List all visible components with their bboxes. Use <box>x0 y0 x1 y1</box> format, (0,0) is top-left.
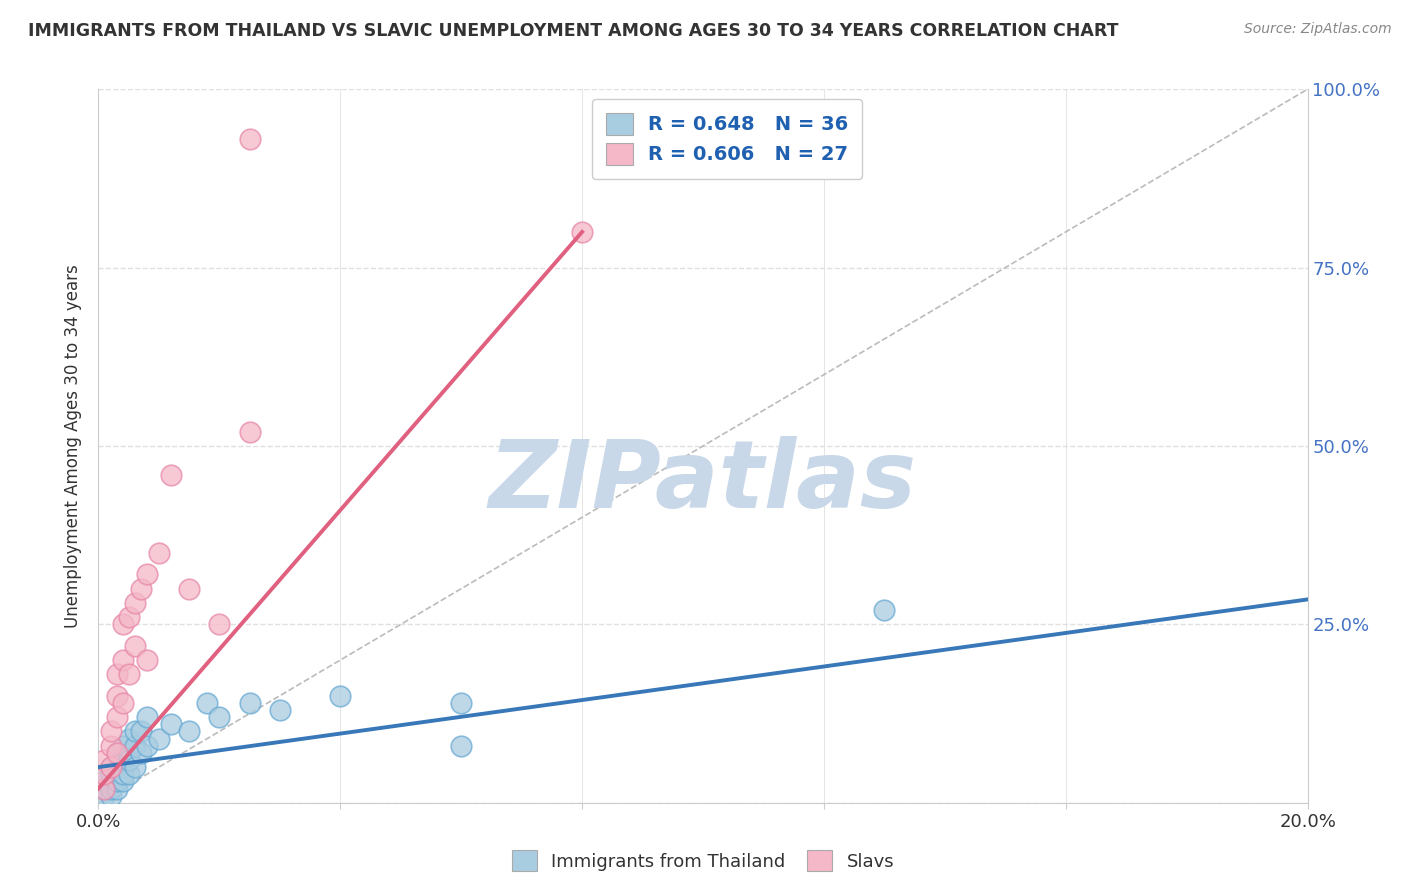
Point <box>105 689 128 703</box>
Point <box>118 667 141 681</box>
Point <box>105 746 128 760</box>
Point <box>124 760 146 774</box>
Point <box>124 739 146 753</box>
Point <box>179 582 201 596</box>
Point <box>160 717 183 731</box>
Point <box>208 617 231 632</box>
Point <box>873 603 896 617</box>
Point <box>195 696 218 710</box>
Point <box>450 739 472 753</box>
Point <box>179 724 201 739</box>
Point <box>105 781 128 796</box>
Point <box>105 746 128 760</box>
Point <box>148 731 170 746</box>
Text: Source: ZipAtlas.com: Source: ZipAtlas.com <box>1244 22 1392 37</box>
Point <box>100 724 122 739</box>
Text: ZIPatlas: ZIPatlas <box>489 435 917 528</box>
Point <box>105 667 128 681</box>
Point <box>93 753 115 767</box>
Point <box>124 724 146 739</box>
Point <box>129 724 152 739</box>
Point <box>100 760 122 774</box>
Point <box>100 781 122 796</box>
Point <box>100 739 122 753</box>
Legend: Immigrants from Thailand, Slavs: Immigrants from Thailand, Slavs <box>505 843 901 879</box>
Point <box>239 132 262 146</box>
Point <box>111 767 134 781</box>
Point <box>118 767 141 781</box>
Point <box>111 653 134 667</box>
Point <box>93 781 115 796</box>
Point <box>105 774 128 789</box>
Point <box>93 767 115 781</box>
Point <box>124 639 146 653</box>
Point <box>111 696 134 710</box>
Point <box>135 739 157 753</box>
Point <box>118 610 141 624</box>
Point <box>135 710 157 724</box>
Point <box>111 739 134 753</box>
Point <box>239 696 262 710</box>
Point <box>129 582 152 596</box>
Point <box>118 753 141 767</box>
Y-axis label: Unemployment Among Ages 30 to 34 years: Unemployment Among Ages 30 to 34 years <box>65 264 83 628</box>
Point <box>269 703 291 717</box>
Text: IMMIGRANTS FROM THAILAND VS SLAVIC UNEMPLOYMENT AMONG AGES 30 TO 34 YEARS CORREL: IMMIGRANTS FROM THAILAND VS SLAVIC UNEMP… <box>28 22 1119 40</box>
Point <box>93 789 115 803</box>
Point <box>100 760 122 774</box>
Legend: R = 0.648   N = 36, R = 0.606   N = 27: R = 0.648 N = 36, R = 0.606 N = 27 <box>592 99 862 178</box>
Point <box>208 710 231 724</box>
Point <box>93 774 115 789</box>
Point <box>129 746 152 760</box>
Point <box>148 546 170 560</box>
Point <box>111 753 134 767</box>
Point <box>118 731 141 746</box>
Point <box>135 567 157 582</box>
Point <box>100 767 122 781</box>
Point <box>329 689 352 703</box>
Point <box>111 774 134 789</box>
Point <box>571 225 593 239</box>
Point <box>105 710 128 724</box>
Point <box>239 425 262 439</box>
Point <box>105 760 128 774</box>
Point <box>450 696 472 710</box>
Point <box>100 789 122 803</box>
Point <box>111 617 134 632</box>
Point <box>124 596 146 610</box>
Point <box>135 653 157 667</box>
Point <box>93 781 115 796</box>
Point <box>160 467 183 482</box>
